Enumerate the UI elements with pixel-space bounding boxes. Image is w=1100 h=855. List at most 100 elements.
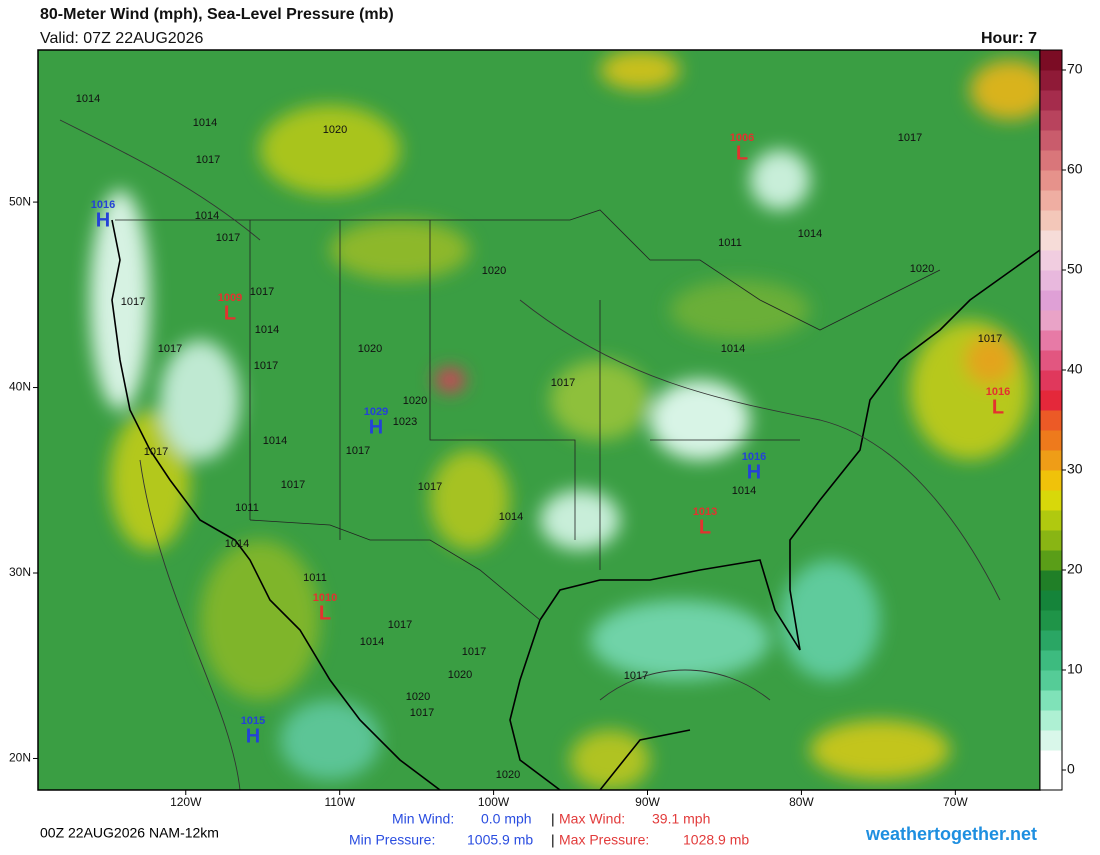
center-pressure: 1016 bbox=[986, 386, 1010, 398]
colorbar-band bbox=[1040, 310, 1062, 331]
isobar-label: 1023 bbox=[393, 416, 417, 428]
separator: | bbox=[551, 832, 555, 848]
colorbar-band bbox=[1040, 690, 1062, 711]
isobar-label: 1014 bbox=[225, 538, 249, 550]
colorbar-band bbox=[1040, 350, 1062, 371]
lat-label: 20N bbox=[9, 751, 31, 765]
center-pressure: 1009 bbox=[218, 292, 242, 304]
colorbar-band bbox=[1040, 550, 1062, 571]
isobar-label: 1014 bbox=[721, 343, 745, 355]
colorbar-band bbox=[1040, 730, 1062, 751]
colorbar-band bbox=[1040, 370, 1062, 391]
colorbar-band bbox=[1040, 390, 1062, 411]
coastlines bbox=[111, 219, 1040, 790]
isobar-label: 1017 bbox=[624, 670, 648, 682]
isobar-label: 1017 bbox=[418, 481, 442, 493]
isobar-label: 1014 bbox=[255, 324, 279, 336]
center-pressure: 1016 bbox=[91, 199, 115, 211]
isobar-label: 1020 bbox=[323, 124, 347, 136]
isobar-label: 1017 bbox=[978, 333, 1002, 345]
isobar-label: 1020 bbox=[358, 343, 382, 355]
max-pressure-label: Max Pressure: bbox=[559, 832, 649, 848]
isobar-label: 1017 bbox=[196, 154, 220, 166]
isobar-label: 1017 bbox=[216, 232, 240, 244]
colorbar-band bbox=[1040, 490, 1062, 511]
colorbar-band bbox=[1040, 530, 1062, 551]
colorbar-band bbox=[1040, 710, 1062, 731]
colorbar-label: 70 bbox=[1067, 61, 1083, 77]
borders bbox=[115, 209, 941, 621]
isobar-label: 1017 bbox=[898, 132, 922, 144]
center-letter: L bbox=[319, 602, 331, 624]
colorbar: 0 10 20 30 40 50 60 70 bbox=[1039, 49, 1083, 791]
colorbar-band bbox=[1040, 610, 1062, 631]
isobar-label: 1017 bbox=[410, 707, 434, 719]
isobars bbox=[59, 119, 1001, 790]
map bbox=[38, 50, 1040, 790]
lat-label: 30N bbox=[9, 565, 31, 579]
isobar-label: 1014 bbox=[732, 485, 756, 497]
colorbar-band bbox=[1040, 150, 1062, 171]
isobar-label: 1020 bbox=[406, 691, 430, 703]
center-letter: H bbox=[246, 725, 260, 747]
center-pressure: 1015 bbox=[241, 715, 265, 727]
isobar-label: 1017 bbox=[346, 445, 370, 457]
center-letter: L bbox=[736, 142, 748, 164]
isobar-label: 1017 bbox=[121, 296, 145, 308]
forecast-hour: Hour: 7 bbox=[981, 30, 1037, 47]
lon-label: 120W bbox=[170, 795, 202, 809]
colorbar-label: 60 bbox=[1067, 161, 1083, 177]
colorbar-frame bbox=[1039, 49, 1063, 791]
colorbar-band bbox=[1040, 230, 1062, 251]
isobar-label: 1017 bbox=[281, 479, 305, 491]
colorbar-band bbox=[1040, 570, 1062, 591]
isobar-label: 1011 bbox=[235, 502, 259, 514]
run-info: 00Z 22AUG2026 NAM-12km bbox=[40, 825, 219, 841]
colorbar-label: 10 bbox=[1067, 661, 1083, 677]
isobar-label: 1017 bbox=[158, 343, 182, 355]
isobar-label: 1014 bbox=[193, 117, 217, 129]
separator: | bbox=[551, 811, 555, 827]
center-pressure: 1013 bbox=[693, 506, 717, 518]
isobar-label: 1020 bbox=[910, 263, 934, 275]
center-letter: L bbox=[699, 516, 711, 538]
wind-field bbox=[90, 50, 1040, 790]
isobar-label: 1014 bbox=[195, 210, 219, 222]
colorbar-band bbox=[1040, 50, 1062, 71]
colorbar-band bbox=[1040, 330, 1062, 351]
colorbar-band bbox=[1040, 430, 1062, 451]
center-letter: L bbox=[992, 396, 1004, 418]
colorbar-label: 20 bbox=[1067, 561, 1083, 577]
colorbar-band bbox=[1040, 170, 1062, 191]
isobar-label: 1017 bbox=[254, 360, 278, 372]
colorbar-band bbox=[1040, 90, 1062, 111]
center-letter: H bbox=[96, 209, 110, 231]
center-letter: H bbox=[747, 461, 761, 483]
lon-label: 80W bbox=[789, 795, 814, 809]
title: 80-Meter Wind (mph), Sea-Level Pressure … bbox=[40, 6, 394, 23]
isobar-label: 1017 bbox=[462, 646, 486, 658]
colorbar-label: 40 bbox=[1067, 361, 1083, 377]
min-pressure-label: Min Pressure: bbox=[349, 832, 435, 848]
colorbar-band bbox=[1040, 410, 1062, 431]
center-pressure: 1010 bbox=[313, 592, 337, 604]
max-wind: 39.1 mph bbox=[652, 811, 710, 827]
colorbar-band bbox=[1040, 190, 1062, 211]
min-pressure: 1005.9 mb bbox=[467, 832, 533, 848]
isobar-label: 1011 bbox=[718, 237, 742, 249]
colorbar-band bbox=[1040, 130, 1062, 151]
center-pressure: 1006 bbox=[730, 132, 754, 144]
isobar-label: 1017 bbox=[551, 377, 575, 389]
isobar-label: 1017 bbox=[388, 619, 412, 631]
colorbar-band bbox=[1040, 110, 1062, 131]
colorbar-band bbox=[1040, 270, 1062, 291]
isobar-label: 1020 bbox=[448, 669, 472, 681]
isobar-label: 1020 bbox=[496, 769, 520, 781]
colorbar-band bbox=[1040, 290, 1062, 311]
isobar-label: 1014 bbox=[360, 636, 384, 648]
lon-label: 100W bbox=[478, 795, 510, 809]
lon-label: 110W bbox=[324, 795, 355, 809]
isobar-label: 1011 bbox=[303, 572, 327, 584]
